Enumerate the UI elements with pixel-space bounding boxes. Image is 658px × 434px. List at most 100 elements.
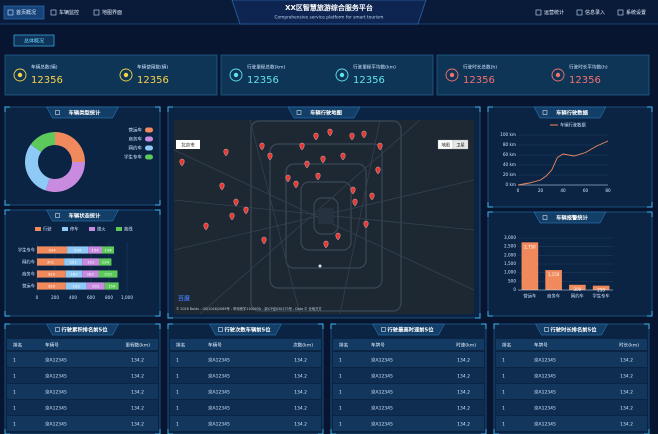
map-pin <box>233 198 239 207</box>
nav-item[interactable]: 首页概况 <box>16 9 36 16</box>
panel-title-icon <box>55 213 60 218</box>
legend-label: 行驶 <box>43 226 52 233</box>
y-tick-label: 营运车 <box>22 283 36 290</box>
table-cell: 京A12345 <box>45 356 67 363</box>
table-row <box>170 368 321 383</box>
panel-title-plate <box>209 323 282 336</box>
table-header: 排名 <box>502 341 511 348</box>
panel-corner <box>647 106 653 112</box>
table-header: 车牌号 <box>534 341 548 348</box>
x-tick-label: 800 <box>105 295 113 300</box>
panel-corner <box>487 106 493 112</box>
nav-icon <box>93 9 100 16</box>
panel-corner <box>647 202 653 208</box>
map-pin <box>327 128 333 137</box>
legend-swatch <box>116 227 122 231</box>
panel-title-plate <box>372 323 445 336</box>
y-tick-label: 1,000 <box>504 270 516 275</box>
table-header-row <box>170 339 321 350</box>
table-cell: 京A12345 <box>534 404 556 411</box>
panel-corner <box>481 429 487 434</box>
map-pin <box>267 152 273 161</box>
panel-corner <box>487 311 493 317</box>
nav-item[interactable]: 系统设置 <box>626 9 646 16</box>
bar-segment <box>65 282 87 290</box>
table-cell: 京A12345 <box>45 372 67 379</box>
panel-corner <box>330 323 336 329</box>
map-pin <box>285 174 291 183</box>
data-label: 300 <box>574 287 582 292</box>
map-pin <box>375 166 381 175</box>
data-label: 191 <box>87 259 95 264</box>
bar <box>569 284 586 290</box>
table-cell: 1 <box>339 405 342 411</box>
table-cell: 134.2 <box>620 405 633 411</box>
map-button[interactable] <box>452 139 469 150</box>
tab[interactable] <box>13 34 55 47</box>
table-row <box>333 400 484 415</box>
map-ring-road <box>285 163 367 269</box>
map-pin <box>313 132 319 141</box>
stat-value: 12356 <box>31 75 63 86</box>
map-pin <box>361 130 367 139</box>
table-cell: 134.2 <box>131 389 144 395</box>
table-cell: 京A12345 <box>534 420 556 427</box>
x-tick-label: 营运车 <box>523 293 537 300</box>
x-tick-label: 1,000 <box>121 295 133 300</box>
table-header: 排名 <box>339 341 348 348</box>
nav-item[interactable]: 信息录入 <box>585 9 605 16</box>
stat-value: 12356 <box>137 75 169 86</box>
header-title: XX区智慧旅游综合服务平台 <box>285 3 373 12</box>
table-header: 次数(km) <box>293 341 313 348</box>
table-cell: 1 <box>13 373 16 379</box>
bar-segment <box>65 270 83 278</box>
table-header: 时速(km) <box>456 341 476 348</box>
panel-corner <box>155 429 161 434</box>
map-pin <box>320 155 326 164</box>
legend-label: 商务车 <box>129 136 143 143</box>
table-cell: 134.2 <box>457 421 470 427</box>
table-header: 时长(km) <box>619 341 639 348</box>
nav-item[interactable]: 地图界面 <box>102 9 122 16</box>
data-label: 334 <box>48 247 56 252</box>
panel-title-icon <box>218 327 223 332</box>
y-tick-label: 2,500 <box>504 244 516 249</box>
panel-title: 行驶累积排名前5位 <box>60 326 108 334</box>
x-tick-label: 学生专车 <box>593 293 611 300</box>
table-cell: 134.2 <box>620 389 633 395</box>
nav-item[interactable]: 运营统计 <box>544 9 564 16</box>
map-pin <box>352 198 358 207</box>
panel-title-icon <box>544 327 549 332</box>
panel-corner <box>155 323 161 329</box>
panel-title-icon <box>381 327 386 332</box>
panel-title-plate <box>533 106 607 119</box>
table-row <box>7 384 158 399</box>
table-cell: 京A12345 <box>534 356 556 363</box>
table-row <box>7 416 158 431</box>
panel-title-plate <box>46 106 119 119</box>
map-button-label[interactable]: 卫星 <box>456 142 465 148</box>
map-pin <box>261 236 267 245</box>
panel-corner <box>647 311 653 317</box>
panel-corner <box>475 313 481 319</box>
table-header: 车辆号 <box>45 341 59 348</box>
legend-label: 网约车 <box>129 145 143 152</box>
bar-segment <box>37 246 68 254</box>
map-button-label[interactable]: 地图 <box>441 141 450 148</box>
nav-item[interactable]: 车辆监控 <box>59 9 79 16</box>
table-cell: 京A12345 <box>208 372 230 379</box>
bar-segment <box>82 270 99 278</box>
y-tick-label: 0 <box>513 287 516 292</box>
stat-icon-dot <box>339 72 345 78</box>
map-pin <box>340 152 346 161</box>
stat-icon-dot <box>17 72 23 78</box>
map-city-box <box>176 140 200 149</box>
panel-title-icon <box>55 110 60 115</box>
legend-swatch <box>145 127 153 133</box>
tab-label: 总体概况 <box>24 37 44 44</box>
header-subtitle: Comprehensive service platform for smart… <box>275 15 384 21</box>
bar-segment <box>101 246 115 254</box>
legend-swatch <box>89 227 95 231</box>
map-pin <box>179 158 185 167</box>
